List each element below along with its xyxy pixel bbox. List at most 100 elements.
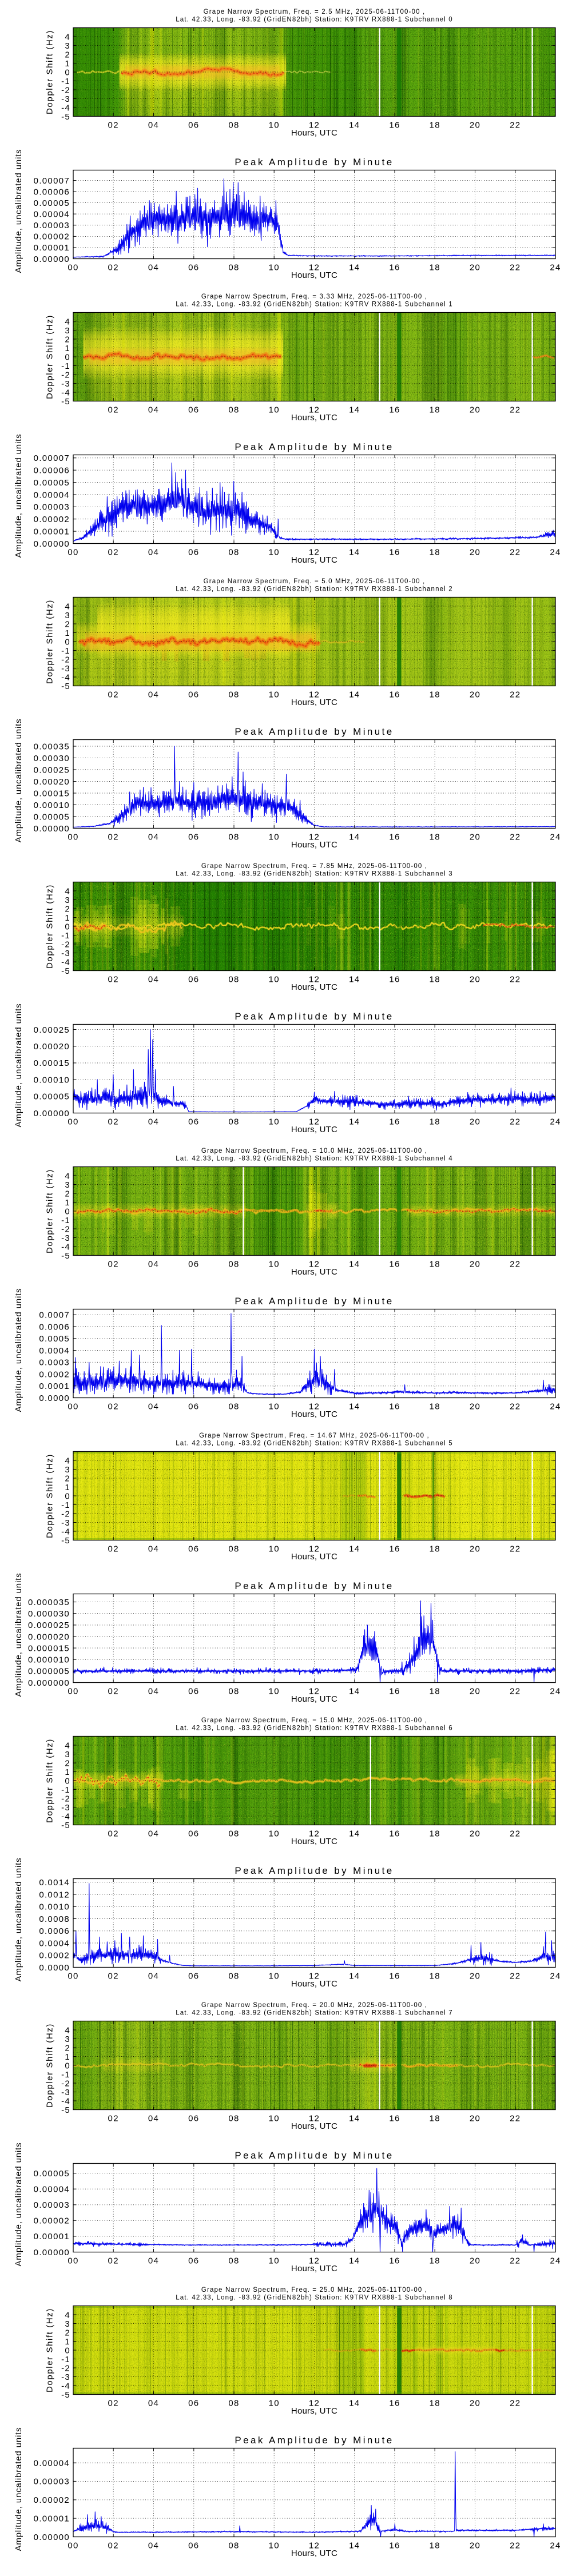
svg-text:-5: -5 bbox=[61, 397, 70, 407]
svg-text:-5: -5 bbox=[61, 1251, 70, 1261]
svg-text:02: 02 bbox=[108, 690, 119, 700]
svg-text:3: 3 bbox=[65, 41, 70, 51]
svg-text:16: 16 bbox=[389, 833, 400, 842]
svg-text:4: 4 bbox=[65, 1171, 70, 1181]
svg-text:0.00000: 0.00000 bbox=[34, 1109, 70, 1118]
svg-text:0.0004: 0.0004 bbox=[39, 1938, 70, 1948]
svg-text:Amplitude, uncalibrated units: Amplitude, uncalibrated units bbox=[14, 149, 23, 273]
svg-text:16: 16 bbox=[389, 405, 400, 415]
svg-text:24: 24 bbox=[550, 263, 561, 273]
svg-text:02: 02 bbox=[108, 2541, 119, 2551]
svg-text:16: 16 bbox=[389, 263, 400, 273]
svg-text:Grape Narrow Spectrum, Freq. =: Grape Narrow Spectrum, Freq. = 7.85 MHz,… bbox=[201, 863, 427, 870]
svg-text:Amplitude, uncalibrated units: Amplitude, uncalibrated units bbox=[14, 434, 23, 558]
svg-text:04: 04 bbox=[148, 2399, 159, 2408]
svg-text:Peak Amplitude by Minute: Peak Amplitude by Minute bbox=[235, 1296, 394, 1307]
svg-text:0.0005: 0.0005 bbox=[39, 1334, 70, 1344]
svg-text:-4: -4 bbox=[61, 2381, 70, 2391]
svg-text:14: 14 bbox=[349, 1402, 360, 1412]
svg-text:0.0012: 0.0012 bbox=[39, 1890, 70, 1900]
svg-text:20: 20 bbox=[470, 1829, 480, 1839]
svg-text:14: 14 bbox=[349, 1260, 360, 1269]
svg-text:10: 10 bbox=[269, 833, 280, 842]
svg-text:-3: -3 bbox=[61, 2088, 70, 2097]
svg-text:22: 22 bbox=[510, 2114, 521, 2124]
svg-text:08: 08 bbox=[228, 975, 239, 985]
svg-text:-4: -4 bbox=[61, 1527, 70, 1536]
svg-text:-2: -2 bbox=[61, 655, 70, 664]
svg-text:24: 24 bbox=[550, 1402, 561, 1412]
svg-text:04: 04 bbox=[148, 405, 159, 415]
svg-text:Lat. 42.33, Long. -83.92 (Gri: Lat. 42.33, Long. -83.92 (GridEN82bh) St… bbox=[176, 586, 453, 593]
svg-text:Peak Amplitude by Minute: Peak Amplitude by Minute bbox=[235, 1865, 394, 1876]
svg-text:12: 12 bbox=[309, 548, 320, 558]
svg-text:20: 20 bbox=[470, 1402, 480, 1412]
svg-text:0.00010: 0.00010 bbox=[34, 801, 70, 810]
svg-text:16: 16 bbox=[389, 1260, 400, 1269]
svg-text:20: 20 bbox=[470, 2399, 480, 2408]
svg-text:Amplitude, uncalibrated units: Amplitude, uncalibrated units bbox=[14, 1288, 23, 1412]
svg-text:18: 18 bbox=[430, 2114, 440, 2124]
svg-text:0.00004: 0.00004 bbox=[34, 2458, 70, 2468]
svg-text:2: 2 bbox=[65, 1474, 70, 1483]
svg-text:02: 02 bbox=[108, 1117, 119, 1127]
svg-text:08: 08 bbox=[228, 2541, 239, 2551]
svg-text:16: 16 bbox=[389, 2399, 400, 2408]
svg-text:00: 00 bbox=[67, 1402, 78, 1412]
svg-text:22: 22 bbox=[510, 2541, 521, 2551]
svg-text:20: 20 bbox=[470, 833, 480, 842]
svg-text:10: 10 bbox=[269, 1260, 280, 1269]
svg-text:06: 06 bbox=[188, 548, 199, 558]
svg-text:0.00000: 0.00000 bbox=[34, 539, 70, 549]
svg-text:0.000015: 0.000015 bbox=[28, 1643, 70, 1653]
svg-text:04: 04 bbox=[148, 1544, 159, 1554]
svg-text:Hours, UTC: Hours, UTC bbox=[291, 2406, 337, 2416]
svg-text:12: 12 bbox=[309, 1402, 320, 1412]
svg-text:12: 12 bbox=[309, 405, 320, 415]
svg-text:14: 14 bbox=[349, 263, 360, 273]
svg-text:0: 0 bbox=[65, 922, 70, 931]
svg-text:-1: -1 bbox=[61, 77, 70, 86]
svg-text:16: 16 bbox=[389, 2541, 400, 2551]
svg-text:0.00005: 0.00005 bbox=[34, 812, 70, 822]
svg-text:06: 06 bbox=[188, 975, 199, 985]
svg-text:-4: -4 bbox=[61, 957, 70, 967]
svg-text:20: 20 bbox=[470, 690, 480, 700]
svg-text:-1: -1 bbox=[61, 931, 70, 941]
svg-text:10: 10 bbox=[269, 548, 280, 558]
svg-text:Lat. 42.33, Long. -83.92 (Gri: Lat. 42.33, Long. -83.92 (GridEN82bh) St… bbox=[176, 871, 453, 878]
svg-text:10: 10 bbox=[269, 690, 280, 700]
svg-text:0.00003: 0.00003 bbox=[34, 221, 70, 230]
svg-text:24: 24 bbox=[550, 1972, 561, 1981]
svg-text:0.0000: 0.0000 bbox=[39, 1393, 70, 1403]
svg-text:0.00006: 0.00006 bbox=[34, 466, 70, 476]
svg-text:0.0007: 0.0007 bbox=[39, 1311, 70, 1320]
svg-text:18: 18 bbox=[430, 1829, 440, 1839]
svg-text:-1: -1 bbox=[61, 2070, 70, 2080]
svg-text:Lat. 42.33, Long. -83.92 (Gri: Lat. 42.33, Long. -83.92 (GridEN82bh) St… bbox=[176, 1725, 453, 1732]
svg-text:0.00001: 0.00001 bbox=[34, 243, 70, 253]
svg-text:00: 00 bbox=[67, 1972, 78, 1981]
svg-text:06: 06 bbox=[188, 1687, 199, 1697]
svg-text:Doppler Shift (Hz): Doppler Shift (Hz) bbox=[45, 599, 55, 684]
svg-text:02: 02 bbox=[108, 2256, 119, 2266]
svg-text:3: 3 bbox=[65, 1750, 70, 1759]
svg-text:0.00002: 0.00002 bbox=[34, 515, 70, 524]
svg-text:22: 22 bbox=[510, 121, 521, 130]
svg-text:20: 20 bbox=[470, 1260, 480, 1269]
svg-text:18: 18 bbox=[430, 1544, 440, 1554]
svg-text:4: 4 bbox=[65, 2310, 70, 2320]
svg-text:0.000010: 0.000010 bbox=[28, 1655, 70, 1665]
svg-text:22: 22 bbox=[510, 975, 521, 985]
svg-text:00: 00 bbox=[67, 1117, 78, 1127]
svg-text:Doppler Shift (Hz): Doppler Shift (Hz) bbox=[45, 314, 55, 399]
svg-text:0: 0 bbox=[65, 352, 70, 362]
svg-text:0.00001: 0.00001 bbox=[34, 527, 70, 536]
svg-text:12: 12 bbox=[309, 690, 320, 700]
svg-text:0.00000: 0.00000 bbox=[34, 2533, 70, 2542]
svg-text:3: 3 bbox=[65, 2319, 70, 2329]
svg-text:14: 14 bbox=[349, 833, 360, 842]
svg-text:Lat. 42.33, Long. -83.92 (Gri: Lat. 42.33, Long. -83.92 (GridEN82bh) St… bbox=[176, 1156, 453, 1162]
svg-text:16: 16 bbox=[389, 1687, 400, 1697]
svg-text:-4: -4 bbox=[61, 672, 70, 682]
